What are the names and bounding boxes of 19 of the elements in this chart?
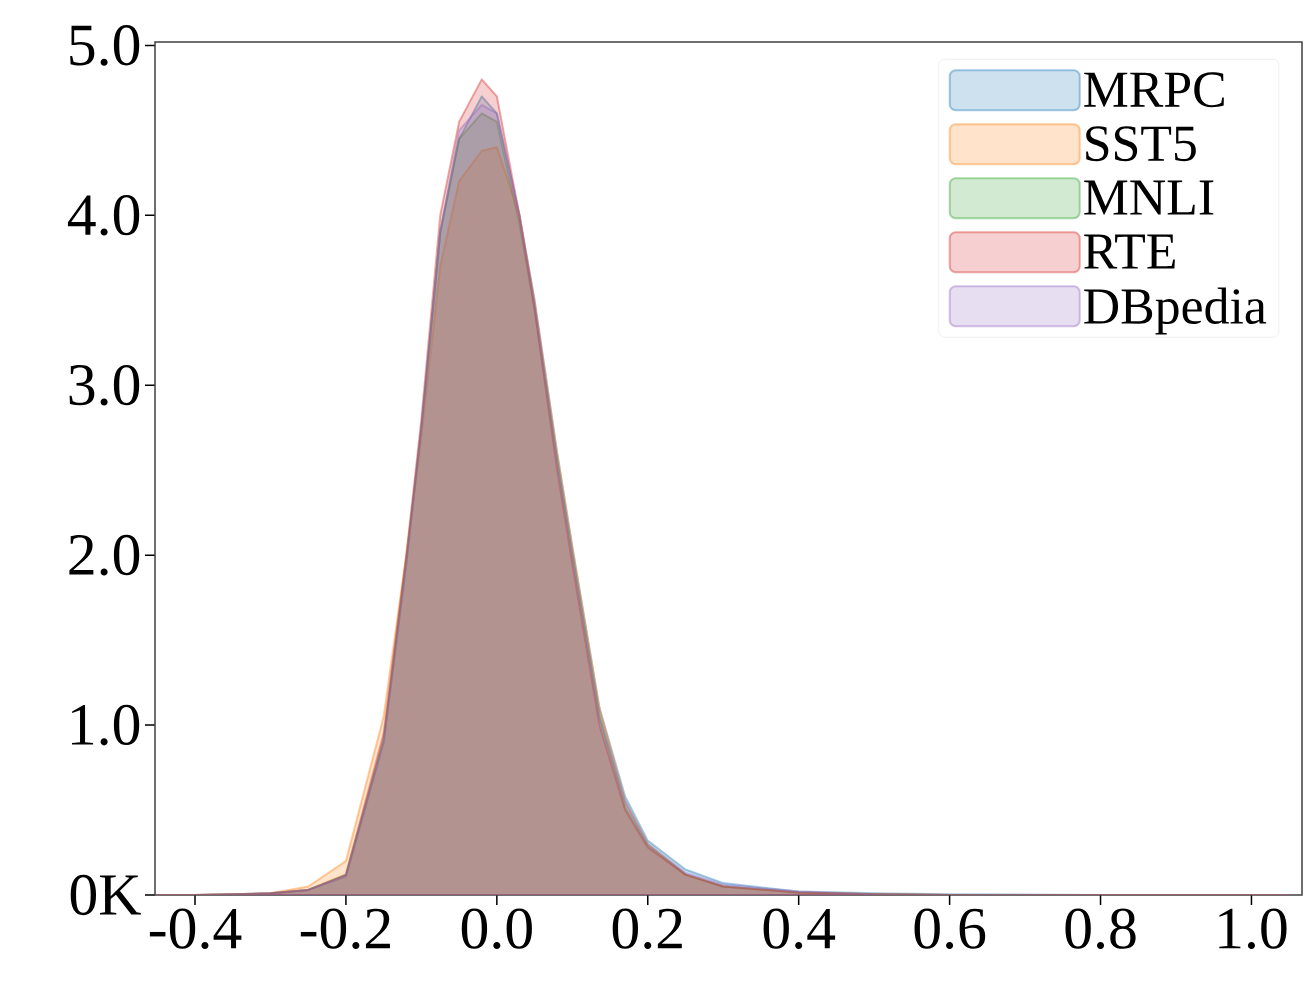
x-tick-label: -0.4: [149, 908, 242, 950]
y-tick-label: 2.0: [69, 534, 140, 576]
x-tick-label: 0.0: [461, 908, 532, 950]
x-tick-label: -0.2: [300, 908, 390, 950]
legend-label: DBpedia: [1084, 287, 1267, 335]
x-tick-label: 0.8: [1065, 908, 1136, 950]
legend-label: RTE: [1084, 234, 1175, 269]
legend-label: MRPC: [1084, 72, 1224, 108]
x-tick-label: 0.2: [612, 908, 682, 950]
x-tick-label: 0.6: [914, 908, 986, 950]
y-tick-label: 3.0: [69, 364, 140, 406]
x-tick-label: 1.0: [1219, 908, 1287, 950]
x-tick-label: 0.4: [763, 908, 836, 950]
legend-label: SST5: [1086, 126, 1196, 162]
legend-label: MNLI: [1084, 180, 1214, 215]
y-tick-label: 0K: [70, 874, 141, 916]
y-tick-label: 4.0: [67, 195, 140, 236]
y-tick-label: 1.0: [72, 704, 140, 746]
y-tick-label: 5.0: [70, 25, 140, 66]
